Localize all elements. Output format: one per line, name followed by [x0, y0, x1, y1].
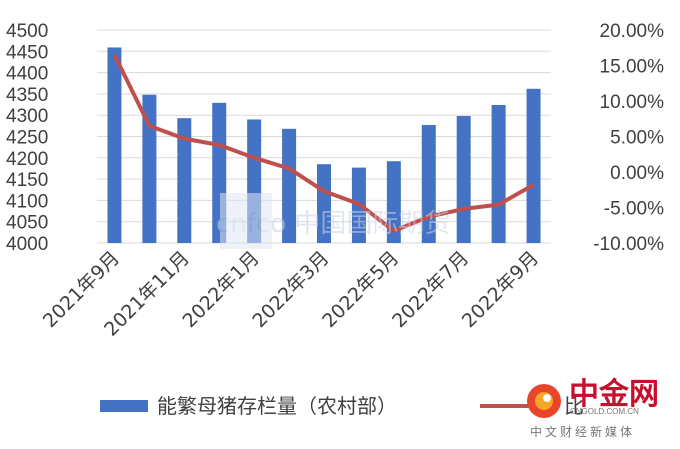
logo-tagline: 中文财经新媒体: [530, 424, 635, 439]
line-series: [112, 53, 535, 233]
x-axis-ticks: 2021年9月2021年11月2022年1月2022年3月2022年5月2022…: [39, 247, 543, 341]
bar: [177, 118, 192, 243]
left-tick-label: 4100: [6, 191, 48, 212]
bar: [317, 164, 331, 243]
right-tick-label: -5.00%: [604, 199, 664, 220]
watermark-text: cnfco 中国国际期货: [216, 209, 450, 239]
right-tick-label: 5.00%: [610, 128, 664, 149]
legend-bar-label: 能繁母猪存栏量（农村部）: [157, 394, 397, 418]
left-tick-label: 4150: [6, 170, 48, 191]
x-tick-label: 2022年9月: [458, 247, 543, 332]
left-tick-label: 4500: [6, 21, 48, 42]
left-tick-label: 4450: [6, 42, 48, 63]
left-tick-label: 4350: [6, 85, 48, 106]
bar: [142, 94, 157, 243]
right-tick-label: -10.00%: [593, 234, 664, 255]
logo-name: 中金网: [569, 377, 659, 412]
logo: 中金网 CNGOLD.COM.CN 中文财经新媒体: [527, 377, 659, 439]
bar: [526, 88, 541, 244]
right-tick-label: 0.00%: [610, 163, 664, 184]
left-tick-label: 4050: [6, 213, 48, 234]
legend-line-label: 比: [564, 394, 584, 418]
left-tick-label: 4000: [6, 234, 48, 255]
right-tick-label: 20.00%: [600, 21, 665, 42]
left-tick-label: 4400: [6, 64, 48, 85]
watermark: cnfco 中国国际期货: [216, 193, 450, 249]
left-axis-ticks: 4000405041004150420042504300435044004450…: [6, 21, 48, 255]
legend-bar-swatch: [100, 400, 148, 412]
legend: 能繁母猪存栏量（农村部） 比: [100, 394, 584, 418]
left-tick-label: 4200: [6, 149, 48, 170]
bar: [386, 161, 401, 243]
right-tick-label: 15.00%: [600, 57, 665, 78]
bar: [491, 104, 506, 243]
bar: [421, 124, 436, 243]
logo-domain: CNGOLD.COM.CN: [570, 407, 639, 416]
left-tick-label: 4250: [6, 128, 48, 149]
right-tick-label: 10.00%: [600, 92, 665, 113]
gridlines: [97, 29, 551, 244]
left-tick-label: 4300: [6, 106, 48, 127]
bar: [282, 128, 297, 243]
right-axis-ticks: -10.00% -5.00% 0.00% 5.00% 10.00% 15.00% 20.00…: [593, 21, 664, 255]
bar: [456, 116, 471, 243]
bar: [107, 47, 122, 243]
